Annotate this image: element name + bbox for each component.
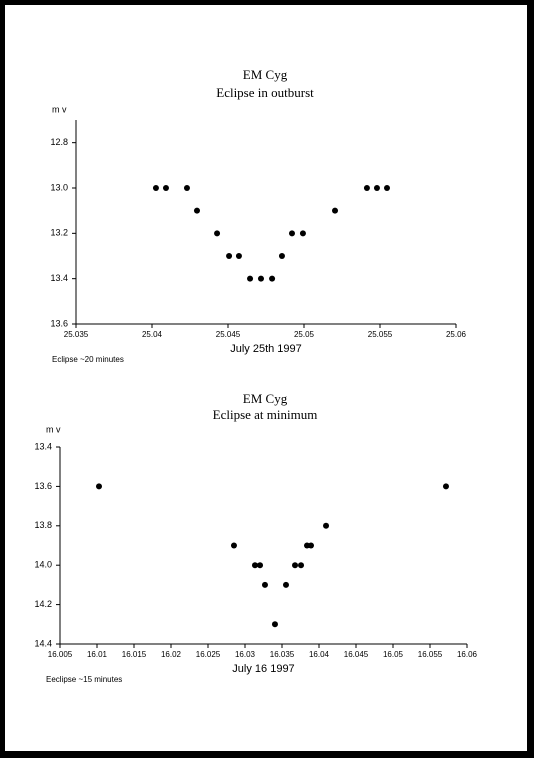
annotation: Eeclipse ~15 minutes	[46, 675, 122, 684]
data-point	[152, 185, 159, 191]
data-point	[235, 253, 242, 259]
x-tick-label: 16.05	[383, 650, 404, 659]
x-tick-label: 25.06	[446, 330, 467, 339]
data-point	[247, 275, 254, 282]
data-point	[298, 562, 305, 569]
data-point	[299, 230, 306, 237]
data-point	[269, 275, 276, 282]
x-tick-label: 16.06	[457, 650, 478, 659]
data-point	[323, 522, 330, 529]
data-point	[271, 621, 278, 628]
data-point	[183, 185, 190, 191]
data-point	[95, 483, 102, 490]
y-axis-label: m v	[52, 104, 67, 114]
x-axis-label: July 16 1997	[232, 663, 294, 675]
annotation: Eclipse ~20 minutes	[52, 355, 124, 364]
data-point	[257, 562, 264, 569]
x-axis-label: July 25th 1997	[230, 343, 302, 355]
chart-subtitle: Eclipse at minimum	[213, 407, 318, 422]
chart-title: EM Cyg	[243, 391, 288, 406]
x-tick-label: 16.045	[344, 650, 369, 659]
chart-subtitle: Eclipse in outburst	[216, 85, 314, 100]
x-tick-label: 25.055	[368, 330, 393, 339]
x-tick-label: 16.005	[48, 650, 73, 659]
data-point	[162, 185, 169, 191]
x-tick-label: 25.04	[142, 330, 163, 339]
y-tick-label: 14.0	[34, 560, 52, 570]
data-point	[278, 253, 285, 259]
data-point	[383, 185, 390, 191]
data-point	[288, 230, 295, 237]
y-tick-label: 13.2	[50, 228, 68, 238]
y-tick-label: 13.6	[50, 318, 68, 328]
y-tick-label: 13.6	[34, 481, 52, 491]
y-tick-label: 13.4	[34, 441, 52, 451]
data-point	[251, 562, 258, 569]
data-point	[230, 542, 237, 549]
data-point	[257, 275, 264, 282]
x-tick-label: 16.015	[122, 650, 147, 659]
y-tick-label: 13.4	[50, 273, 68, 283]
paper	[5, 5, 527, 751]
y-tick-label: 14.2	[34, 599, 52, 609]
data-point	[363, 185, 370, 191]
x-tick-label: 16.04	[309, 650, 330, 659]
y-tick-label: 14.4	[34, 638, 52, 648]
y-tick-label: 12.8	[50, 137, 68, 147]
x-tick-label: 16.03	[235, 650, 256, 659]
x-tick-label: 16.025	[196, 650, 221, 659]
data-point	[332, 207, 339, 214]
data-point	[373, 185, 380, 191]
y-axis-label: m v	[46, 424, 61, 434]
chart-title: EM Cyg	[243, 67, 288, 82]
x-tick-label: 16.01	[87, 650, 108, 659]
data-point	[193, 207, 200, 214]
data-point	[282, 581, 289, 588]
x-tick-label: 16.035	[270, 650, 295, 659]
data-point	[308, 542, 315, 549]
data-point	[261, 581, 268, 588]
x-tick-label: 25.035	[64, 330, 89, 339]
data-point	[442, 483, 449, 490]
x-tick-label: 25.05	[294, 330, 315, 339]
x-tick-label: 16.055	[418, 650, 443, 659]
x-tick-label: 25.045	[216, 330, 241, 339]
y-tick-label: 13.0	[50, 182, 68, 192]
data-point	[292, 562, 299, 569]
data-point	[226, 253, 233, 259]
x-tick-label: 16.02	[161, 650, 182, 659]
y-tick-label: 13.8	[34, 520, 52, 530]
data-point	[214, 230, 221, 237]
